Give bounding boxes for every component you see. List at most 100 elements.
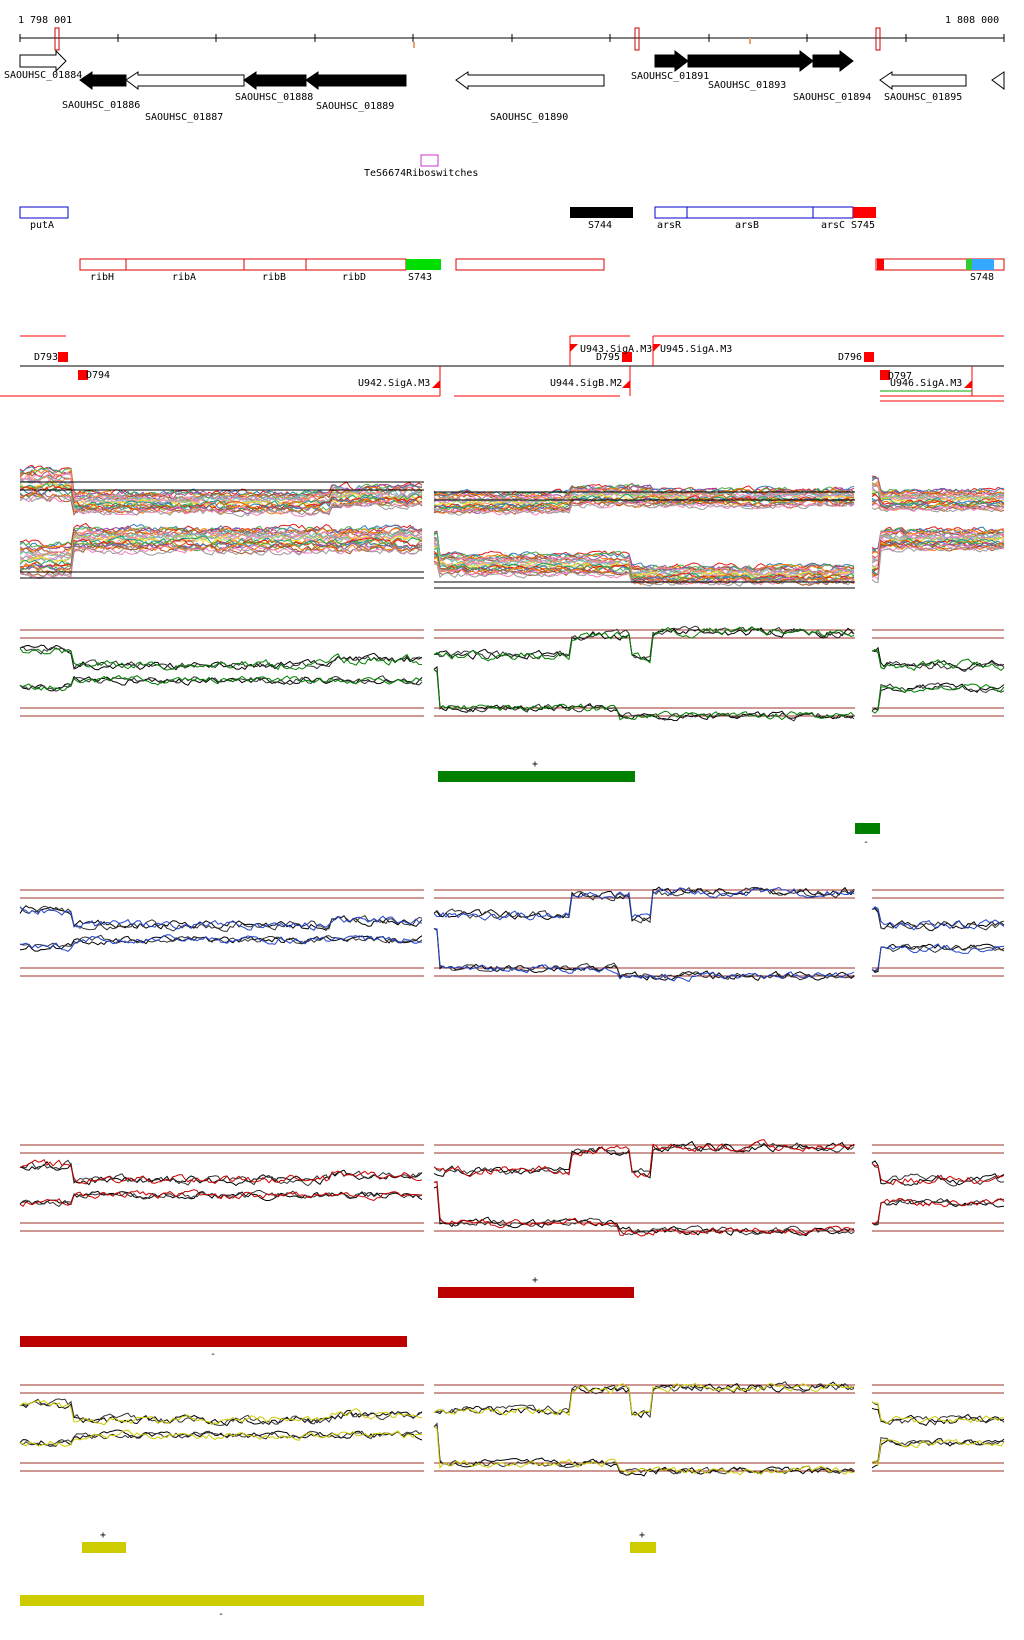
gene-track bbox=[19, 49, 1005, 90]
promoter-arrow[interactable] bbox=[432, 380, 440, 388]
operon-box[interactable] bbox=[79, 258, 127, 271]
expression-trace bbox=[871, 543, 1005, 577]
condition-bar-minus[interactable] bbox=[20, 1336, 407, 1347]
operon-box[interactable] bbox=[19, 206, 69, 219]
gene-arrow[interactable] bbox=[19, 49, 67, 73]
condition-bar-plus[interactable] bbox=[630, 1542, 656, 1553]
expression-trace bbox=[871, 1401, 1005, 1425]
condition-bar-minus[interactable] bbox=[20, 1595, 424, 1606]
expression-trace bbox=[871, 1436, 1005, 1463]
condition-bar-plus[interactable] bbox=[438, 771, 635, 782]
expression-trace bbox=[19, 647, 423, 671]
expression-trace bbox=[433, 1422, 855, 1475]
segment-s748[interactable] bbox=[972, 259, 994, 270]
expression-trace bbox=[433, 886, 855, 921]
ruler-small-marks bbox=[413, 38, 751, 48]
expression-trace bbox=[433, 482, 855, 498]
breakpoint-label: D797 bbox=[888, 371, 912, 382]
segment-s743[interactable] bbox=[406, 259, 441, 270]
riboswitch-box[interactable] bbox=[420, 154, 439, 167]
operon-box[interactable] bbox=[455, 258, 605, 271]
expression-trace bbox=[871, 1160, 1005, 1187]
operon-box[interactable] bbox=[305, 258, 407, 271]
expression-trace bbox=[19, 542, 423, 572]
condition-bar-plus[interactable] bbox=[82, 1542, 126, 1553]
expression-trace bbox=[19, 469, 423, 502]
expression-trace bbox=[871, 480, 1005, 497]
operon-label: ribB bbox=[262, 272, 286, 283]
breakpoint-marker[interactable] bbox=[880, 370, 890, 380]
gene-label: SAOUHSC_01884 bbox=[4, 70, 82, 81]
expression-trace bbox=[871, 906, 1005, 931]
gene-arrow[interactable] bbox=[991, 71, 1005, 90]
operon-box[interactable] bbox=[125, 258, 245, 271]
operon-label: arsC bbox=[821, 220, 845, 231]
operon-box[interactable] bbox=[654, 206, 688, 219]
operon-box[interactable] bbox=[243, 258, 307, 271]
expression-trace bbox=[871, 649, 1005, 672]
promoter-arrow[interactable] bbox=[964, 380, 972, 388]
gene-arrow[interactable] bbox=[687, 49, 814, 73]
condition-bar-minus[interactable] bbox=[855, 823, 880, 834]
operon-box[interactable] bbox=[686, 206, 814, 219]
expression-trace bbox=[871, 649, 1005, 673]
expression-trace bbox=[871, 491, 1005, 507]
bar-sign-label: - bbox=[863, 837, 869, 848]
expression-trace bbox=[433, 927, 855, 982]
breakpoint-marker[interactable] bbox=[864, 352, 874, 362]
bar-sign-label: + bbox=[532, 1275, 538, 1286]
breakpoint-marker[interactable] bbox=[622, 352, 632, 362]
expression-trace bbox=[871, 1438, 1005, 1467]
expression-trace bbox=[871, 1407, 1005, 1427]
expression-trace bbox=[19, 494, 423, 518]
operon-label: arsB bbox=[735, 220, 759, 231]
expression-trace bbox=[433, 625, 855, 660]
breakpoint-marker[interactable] bbox=[58, 352, 68, 362]
gene-arrow[interactable] bbox=[455, 71, 605, 90]
operon-box[interactable] bbox=[812, 206, 854, 219]
expression-trace bbox=[19, 905, 423, 931]
expression-trace bbox=[871, 489, 1005, 506]
expression-trace bbox=[871, 530, 1005, 559]
segment-s744[interactable] bbox=[570, 207, 633, 218]
gene-arrow[interactable] bbox=[243, 71, 307, 90]
condition-bars: + - + - + + - bbox=[20, 759, 880, 1620]
expression-trace bbox=[19, 537, 423, 570]
ruler-ticks bbox=[19, 34, 1005, 42]
breakpoint-label: D795 bbox=[596, 352, 620, 363]
promoter-label: U943.SigA.M3 bbox=[580, 344, 652, 355]
expression-trace bbox=[433, 500, 855, 516]
breakpoint-marker[interactable] bbox=[78, 370, 88, 380]
promoter-arrow[interactable] bbox=[653, 344, 661, 352]
promoter-arrow[interactable] bbox=[570, 344, 578, 352]
gene-arrow[interactable] bbox=[125, 71, 245, 90]
expression-trace bbox=[19, 644, 423, 671]
expression-trace bbox=[19, 645, 423, 670]
bar-sign-label: + bbox=[639, 1530, 645, 1541]
promoter-arrow[interactable] bbox=[622, 380, 630, 388]
operon-label: arsR bbox=[657, 220, 682, 231]
expression-trace bbox=[871, 943, 1005, 973]
ruler-markers bbox=[54, 27, 881, 51]
segment-s745[interactable] bbox=[853, 207, 876, 218]
condition-bar-plus[interactable] bbox=[438, 1287, 634, 1298]
gene-label: SAOUHSC_01889 bbox=[316, 101, 394, 112]
expression-trace bbox=[433, 494, 855, 510]
operon-box[interactable] bbox=[875, 258, 1005, 271]
gene-arrow[interactable] bbox=[812, 49, 854, 73]
expression-trace bbox=[433, 669, 855, 721]
expression-trace bbox=[19, 475, 423, 505]
condition-panel bbox=[19, 1139, 1005, 1237]
gene-arrow[interactable] bbox=[879, 71, 967, 90]
gene-arrow[interactable] bbox=[654, 49, 689, 73]
expression-trace bbox=[433, 669, 855, 722]
expression-trace bbox=[433, 1180, 855, 1237]
gene-label: SAOUHSC_01893 bbox=[708, 80, 786, 91]
expression-trace bbox=[19, 675, 423, 692]
expression-trace bbox=[19, 1429, 423, 1447]
gene-arrow[interactable] bbox=[305, 71, 407, 90]
expression-trace bbox=[19, 1158, 423, 1185]
gene-arrow[interactable] bbox=[79, 71, 127, 90]
expression-trace bbox=[871, 682, 1005, 711]
expression-trace bbox=[19, 490, 423, 515]
